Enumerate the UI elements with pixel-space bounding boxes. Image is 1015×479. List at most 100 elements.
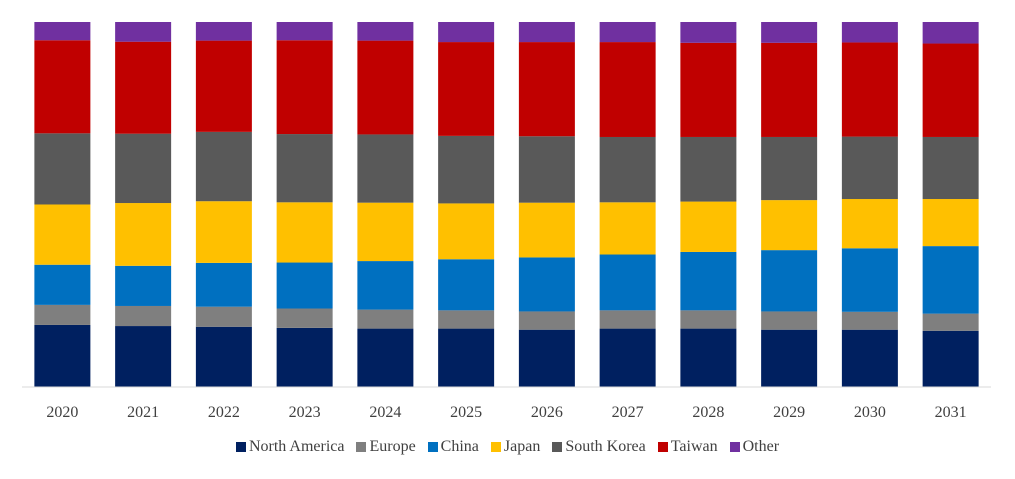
bar-segment-north-america-2023 — [276, 327, 333, 387]
bar-segment-south-korea-2021 — [115, 133, 172, 204]
bar-segment-other-2028 — [680, 22, 737, 43]
x-tick-label: 2027 — [612, 404, 644, 421]
bar-segment-south-korea-2023 — [276, 134, 333, 203]
bar-segment-north-america-2024 — [357, 328, 414, 387]
legend: North America Europe China Japan South Korea… — [0, 438, 1015, 456]
bar-segment-south-korea-2029 — [761, 136, 818, 201]
legend-label: Other — [742, 438, 780, 455]
legend-swatch — [235, 442, 246, 452]
bar-segment-china-2026 — [518, 257, 575, 312]
bar-segment-europe-2029 — [761, 311, 818, 330]
bar-segment-china-2031 — [922, 246, 979, 314]
bar-segment-europe-2020 — [34, 304, 91, 325]
bar-segment-japan-2020 — [34, 204, 91, 265]
bar-segment-china-2022 — [195, 262, 252, 307]
bar-segment-china-2020 — [34, 264, 91, 305]
legend-item-other: Other — [729, 438, 780, 456]
x-tick-label: 2030 — [854, 404, 886, 421]
bar-segment-taiwan-2025 — [438, 42, 495, 136]
stacked-bar-chart: 2020 2021 2022 2023 2024 2025 2026 2027 2028 2029… — [22, 22, 991, 421]
legend-swatch — [657, 442, 668, 452]
bar-segment-china-2027 — [599, 254, 656, 311]
x-tick-label: 2020 — [46, 404, 78, 421]
legend-item-south-korea: South Korea — [552, 438, 646, 456]
legend-swatch — [427, 442, 438, 452]
bar-segment-europe-2024 — [357, 309, 414, 329]
bar-segment-north-america-2026 — [518, 329, 575, 387]
x-tick-label: 2026 — [531, 404, 563, 421]
bar-segment-other-2030 — [841, 22, 898, 43]
x-tick-label: 2021 — [127, 404, 159, 421]
bar-segment-japan-2022 — [195, 201, 252, 263]
bar-segment-china-2021 — [115, 265, 172, 306]
bar-segment-other-2029 — [761, 22, 818, 43]
bar-segment-japan-2021 — [115, 203, 172, 266]
bar-segment-north-america-2025 — [438, 328, 495, 387]
bar-segment-other-2021 — [115, 22, 172, 42]
bar-segment-europe-2028 — [680, 310, 737, 329]
bar-segment-other-2027 — [599, 22, 656, 43]
bar-segment-europe-2021 — [115, 305, 172, 327]
x-tick-label: 2024 — [369, 404, 401, 421]
legend-item-china: China — [427, 438, 479, 456]
bar-segment-europe-2027 — [599, 310, 656, 329]
bar-segment-taiwan-2020 — [34, 40, 91, 134]
legend-item-japan: Japan — [490, 438, 541, 456]
legend-label: Europe — [369, 438, 416, 455]
legend-item-north-america: North America — [235, 438, 344, 456]
bar-segment-japan-2028 — [680, 201, 737, 252]
bar-segment-japan-2024 — [357, 202, 414, 262]
bar-segment-north-america-2027 — [599, 328, 656, 387]
bar-segment-south-korea-2022 — [195, 131, 252, 202]
bar-segment-japan-2026 — [518, 202, 575, 258]
bar-segment-japan-2031 — [922, 199, 979, 247]
bar-segment-south-korea-2028 — [680, 136, 737, 202]
bar-segment-other-2025 — [438, 22, 495, 43]
bar-segment-japan-2029 — [761, 200, 818, 251]
bar-segment-south-korea-2031 — [922, 136, 979, 200]
bar-segment-south-korea-2027 — [599, 136, 656, 203]
legend-swatch — [729, 442, 740, 452]
legend-swatch — [356, 442, 367, 452]
bar-segment-north-america-2030 — [841, 329, 898, 387]
bar-segment-other-2023 — [276, 22, 333, 41]
bar-segment-taiwan-2030 — [841, 42, 898, 137]
bar-segment-south-korea-2025 — [438, 135, 495, 204]
bar-segment-other-2024 — [357, 22, 414, 41]
bar-segment-south-korea-2030 — [841, 136, 898, 200]
legend-item-europe: Europe — [356, 438, 416, 456]
bar-segment-south-korea-2020 — [34, 133, 91, 205]
bar-segment-other-2026 — [518, 22, 575, 43]
bar-segment-north-america-2021 — [115, 326, 172, 387]
x-tick-label: 2029 — [773, 404, 805, 421]
legend-item-taiwan: Taiwan — [657, 438, 718, 456]
bar-segment-europe-2025 — [438, 310, 495, 329]
bar-segment-south-korea-2026 — [518, 136, 575, 203]
bar-segment-south-korea-2024 — [357, 134, 414, 203]
x-tick-label: 2022 — [208, 404, 240, 421]
bar-segment-other-2022 — [195, 22, 252, 41]
legend-swatch — [552, 442, 563, 452]
x-tick-label: 2025 — [450, 404, 482, 421]
legend-label: Japan — [503, 438, 541, 455]
bar-segment-taiwan-2023 — [276, 40, 333, 135]
bar-segment-taiwan-2029 — [761, 42, 818, 137]
bar-segment-china-2030 — [841, 248, 898, 312]
bar-segment-taiwan-2022 — [195, 40, 252, 132]
bar-segment-taiwan-2021 — [115, 41, 172, 134]
legend-label: Taiwan — [670, 438, 718, 455]
bar-segment-other-2020 — [34, 22, 91, 41]
bar-segment-north-america-2029 — [761, 329, 818, 387]
bar-segment-europe-2031 — [922, 313, 979, 331]
legend-swatch — [490, 442, 501, 452]
x-tick-labels: 2020 2021 2022 2023 2024 2025 2026 2027 2028 2029… — [46, 404, 966, 421]
bar-segment-north-america-2028 — [680, 328, 737, 387]
x-tick-label: 2023 — [289, 404, 321, 421]
bar-segment-taiwan-2028 — [680, 42, 737, 137]
bar-segment-china-2025 — [438, 259, 495, 311]
bar-segment-japan-2027 — [599, 202, 656, 255]
bar-segment-other-2031 — [922, 22, 979, 44]
x-tick-label: 2028 — [692, 404, 724, 421]
bar-segment-north-america-2022 — [195, 326, 252, 387]
bar-segment-china-2023 — [276, 262, 333, 309]
